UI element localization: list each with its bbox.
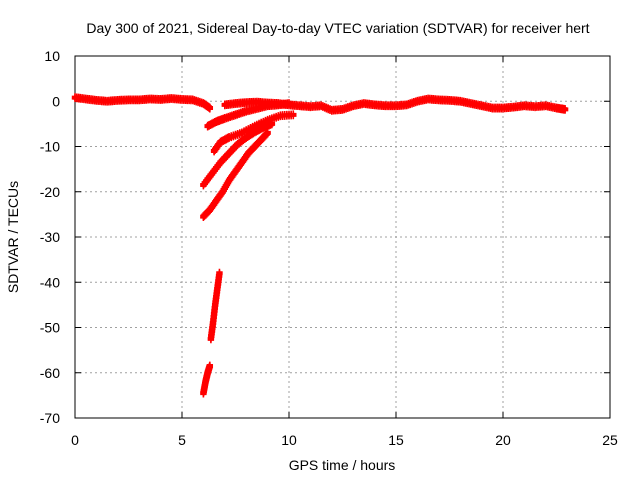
data-point — [268, 121, 276, 129]
axis-ticks: 0 5 10 15 20 25 10 0 -10 -20 -30 -40 -50 -60 -70 — [40, 48, 618, 448]
y-tick-label: -20 — [40, 184, 60, 200]
x-tick-label: 5 — [178, 432, 186, 448]
x-tick-label: 10 — [281, 432, 297, 448]
series-track-3 — [200, 119, 276, 190]
series-baseline — [71, 93, 214, 113]
data-point — [216, 271, 223, 278]
y-tick-label: -30 — [40, 229, 60, 245]
x-tick-label: 0 — [71, 432, 79, 448]
y-axis-title: SDTVAR / TECUs — [5, 181, 21, 293]
data-point — [561, 107, 569, 114]
data-point — [285, 101, 293, 108]
data-point — [206, 363, 214, 371]
y-tick-label: 0 — [52, 93, 60, 109]
y-tick-label: -70 — [40, 410, 60, 426]
y-tick-label: -10 — [40, 139, 60, 155]
data-point — [206, 106, 214, 113]
series-drop-1 — [207, 268, 223, 344]
y-tick-label: -60 — [40, 365, 60, 381]
chart-title: Day 300 of 2021, Sidereal Day-to-day VTE… — [86, 20, 589, 36]
x-tick-label: 15 — [388, 432, 404, 448]
x-tick-label: 25 — [602, 432, 618, 448]
data-point — [290, 112, 297, 120]
x-tick-label: 20 — [495, 432, 511, 448]
series-track-1 — [204, 99, 293, 131]
data-point — [264, 130, 271, 138]
x-axis-title: GPS time / hours — [289, 457, 396, 473]
y-tick-label: -40 — [40, 274, 60, 290]
series-drop-2 — [200, 361, 214, 398]
y-tick-label: 10 — [44, 48, 60, 64]
y-tick-label: -50 — [40, 320, 60, 336]
series-track-4 — [200, 128, 271, 222]
data-marks — [71, 93, 569, 398]
